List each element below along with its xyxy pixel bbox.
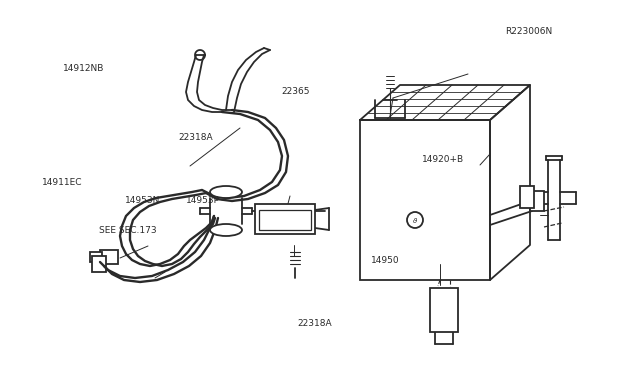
- Bar: [92, 256, 106, 272]
- Ellipse shape: [210, 186, 242, 198]
- Text: 14950: 14950: [371, 256, 400, 265]
- Bar: [520, 186, 534, 208]
- Text: 14911EC: 14911EC: [42, 178, 82, 187]
- Text: 14953P: 14953P: [186, 196, 220, 205]
- Text: 22365: 22365: [282, 87, 310, 96]
- Text: 22318A: 22318A: [298, 319, 332, 328]
- Text: $\vartheta$: $\vartheta$: [412, 215, 418, 224]
- Bar: [360, 120, 490, 280]
- Bar: [100, 250, 118, 264]
- Text: SEE SEC.173: SEE SEC.173: [99, 226, 157, 235]
- Text: 14953N: 14953N: [125, 196, 160, 205]
- Text: 14920+B: 14920+B: [422, 155, 465, 164]
- Bar: [90, 252, 102, 262]
- Text: 14912NB: 14912NB: [63, 64, 104, 73]
- Bar: [259, 210, 311, 230]
- Bar: [255, 204, 315, 234]
- Ellipse shape: [210, 224, 242, 236]
- Bar: [530, 191, 544, 211]
- Text: 22318A: 22318A: [178, 133, 212, 142]
- Text: R223006N: R223006N: [506, 27, 553, 36]
- Bar: [430, 288, 458, 332]
